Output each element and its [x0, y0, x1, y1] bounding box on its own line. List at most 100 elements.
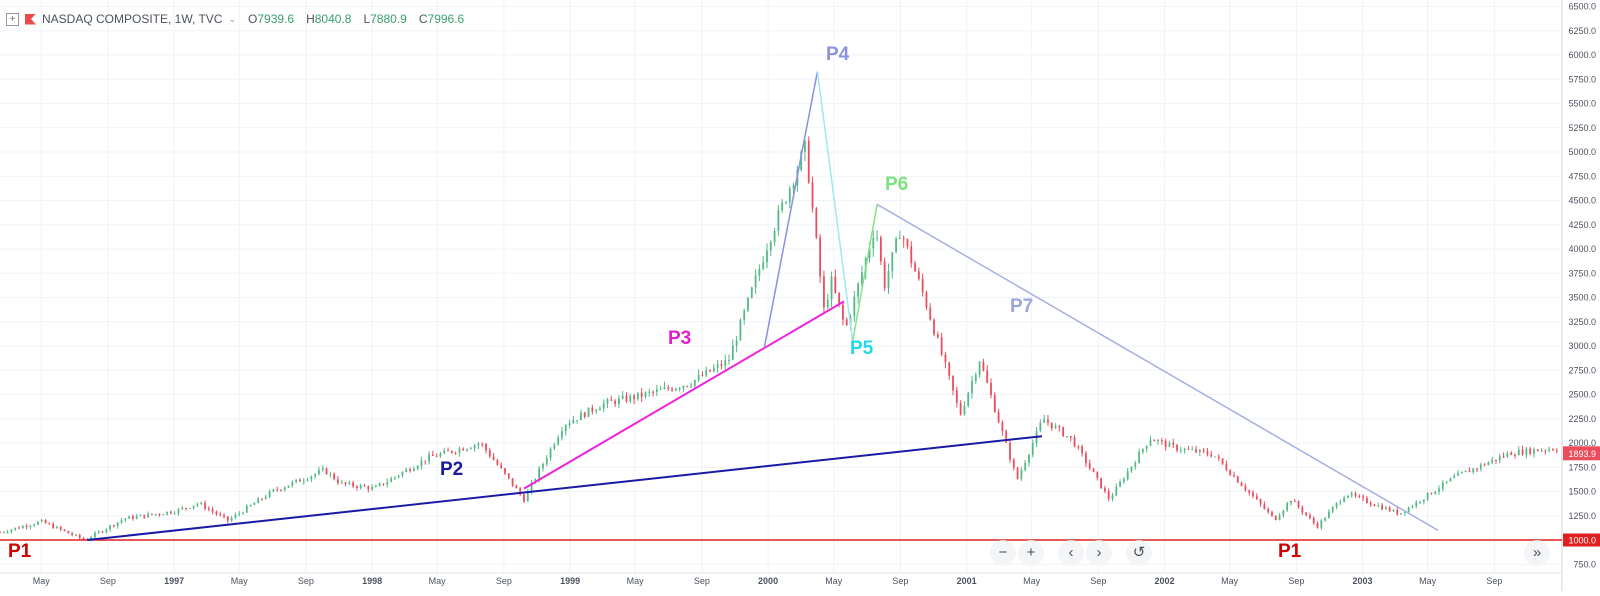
candle-body: [299, 479, 301, 482]
trendline-p3[interactable]: [523, 300, 845, 490]
trendline-p2[interactable]: [87, 435, 1043, 541]
candle-body: [758, 268, 761, 276]
candle-body: [1179, 450, 1182, 452]
trendline-p7[interactable]: [876, 203, 1439, 531]
candle-body: [674, 388, 677, 391]
candle-body: [306, 479, 309, 481]
candle-body: [124, 518, 127, 521]
candle-body: [473, 445, 476, 449]
collapse-legend-icon[interactable]: +: [6, 12, 19, 26]
annotation-p3[interactable]: P3: [668, 328, 691, 349]
candle-body: [154, 514, 157, 516]
candle-body: [1104, 488, 1106, 491]
candle-body: [173, 513, 176, 515]
candle-body: [1339, 501, 1342, 503]
candle-body: [390, 478, 392, 482]
candle-body: [1172, 442, 1175, 445]
candle-body: [1210, 454, 1213, 457]
time-axis-panel[interactable]: [0, 573, 1562, 591]
candles: [0, 136, 1558, 542]
candle-body: [1206, 451, 1209, 455]
candle-body: [1028, 454, 1030, 463]
time-tick-label: 1999: [560, 576, 580, 586]
candle-body: [1377, 505, 1380, 507]
trendline-p6[interactable]: [851, 204, 878, 342]
scroll-left-button[interactable]: ‹: [1058, 540, 1084, 566]
annotation-p5[interactable]: P5: [850, 338, 874, 359]
price-axis-panel[interactable]: [1562, 0, 1600, 591]
candle-body: [819, 237, 822, 277]
candle-body: [948, 362, 951, 376]
annotation-p6[interactable]: P6: [885, 174, 908, 195]
time-tick-label: 1998: [362, 576, 382, 586]
scroll-right-button[interactable]: ›: [1086, 540, 1112, 566]
candle-body: [1278, 515, 1281, 520]
candle-body: [1305, 512, 1308, 516]
annotation-p2[interactable]: P2: [440, 459, 463, 480]
candle-body: [1107, 490, 1110, 500]
candle-body: [94, 532, 96, 538]
candle-body: [1438, 488, 1440, 492]
candle-body: [876, 237, 878, 239]
candle-body: [1293, 500, 1296, 502]
candle-body: [766, 250, 768, 263]
chevron-down-icon[interactable]: ⌄: [228, 13, 237, 24]
annotation-p4[interactable]: P4: [826, 44, 850, 65]
trendline-p5[interactable]: [816, 71, 854, 342]
candle-body: [655, 389, 658, 393]
candle-body: [879, 237, 882, 262]
ohlc-close: C7996.6: [418, 12, 465, 26]
candle-body: [1369, 502, 1372, 505]
candle-body: [1415, 501, 1418, 507]
annotation-p1[interactable]: P1: [1278, 541, 1302, 562]
candle-body: [310, 476, 313, 480]
annotation-p7[interactable]: P7: [1010, 296, 1033, 317]
candle-body: [883, 261, 886, 288]
candle-body: [295, 479, 298, 483]
zoom-in-button[interactable]: +: [1018, 540, 1044, 566]
price-tick-label: 4250.0: [1568, 220, 1596, 230]
candle-body: [166, 511, 168, 515]
candle-body: [177, 509, 180, 514]
ohlc-low: L7880.9: [363, 12, 407, 26]
candle-body: [648, 391, 651, 393]
candle-body: [348, 482, 351, 484]
candle-body: [910, 246, 913, 264]
exchange-flag-icon: [25, 13, 36, 25]
candle-body: [921, 278, 924, 293]
candle-body: [1411, 506, 1414, 508]
time-tick-label: May: [627, 576, 645, 586]
candle-body: [257, 498, 260, 504]
candle-body: [1100, 477, 1103, 489]
candle-body: [1119, 481, 1121, 487]
candle-body: [1445, 481, 1448, 483]
reset-chart-button[interactable]: ↺: [1126, 540, 1152, 566]
candle-body: [67, 530, 70, 534]
symbol-title[interactable]: NASDAQ COMPOSITE, 1W, TVC: [42, 12, 223, 26]
candle-body: [891, 252, 894, 272]
price-tick-label: 2250.0: [1568, 414, 1596, 424]
candle-body: [1510, 452, 1513, 456]
trendline-p4[interactable]: [763, 71, 819, 349]
candle-body: [158, 514, 161, 516]
candle-body: [333, 473, 336, 480]
candle-body: [872, 237, 875, 249]
candle-body: [743, 310, 746, 320]
candle-body: [242, 512, 244, 514]
zoom-out-button[interactable]: −: [990, 540, 1016, 566]
price-tick-label: 3000.0: [1568, 341, 1596, 351]
candle-body: [898, 238, 901, 240]
candle-body: [29, 525, 32, 528]
candle-body: [37, 521, 39, 525]
price-tick-label: 3250.0: [1568, 317, 1596, 327]
candle-body: [690, 385, 692, 387]
candle-body: [302, 480, 305, 482]
candle-body: [340, 482, 343, 484]
annotation-p1[interactable]: P1: [8, 541, 32, 562]
current-price-label: 1893.9: [1568, 449, 1596, 459]
candle-body: [587, 407, 590, 418]
candle-body: [196, 503, 199, 506]
jump-to-latest-button[interactable]: »: [1524, 540, 1550, 566]
